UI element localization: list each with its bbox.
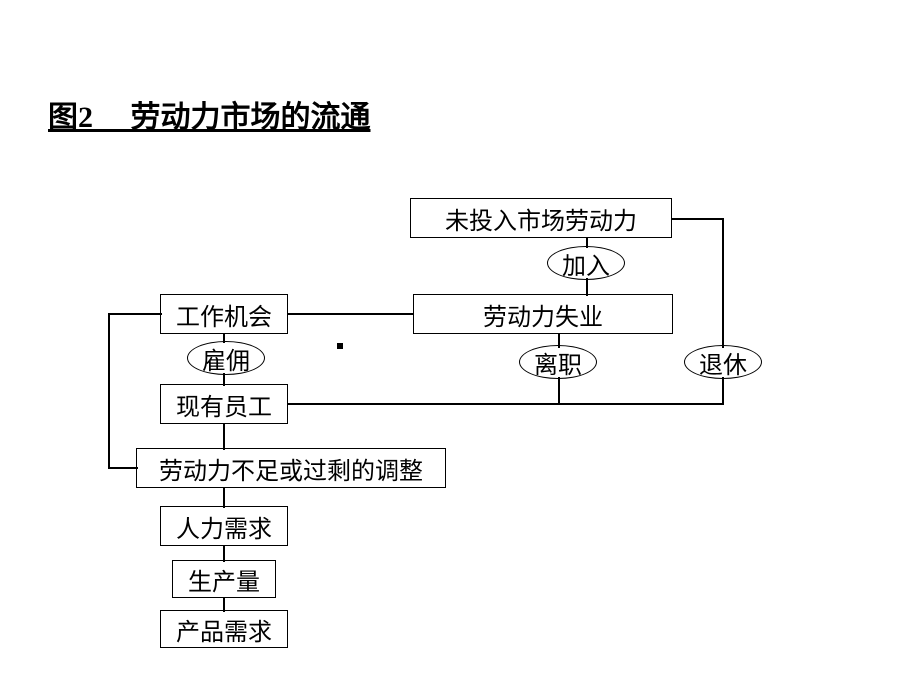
edge: [223, 334, 225, 343]
edge: [586, 278, 588, 296]
node-job_opportunity: 工作机会: [160, 294, 288, 334]
edge: [223, 546, 225, 562]
node-product_demand: 产品需求: [160, 610, 288, 648]
edge: [223, 373, 225, 386]
node-label-job_opportunity: 工作机会: [176, 297, 272, 332]
title-prefix: 图2: [48, 101, 93, 134]
node-join: 加入: [547, 246, 625, 280]
edge: [108, 313, 110, 468]
edge: [288, 403, 724, 405]
node-hire: 雇佣: [187, 341, 265, 375]
center-dot: [337, 343, 343, 349]
node-label-unemployed: 劳动力失业: [483, 297, 603, 332]
edge: [223, 598, 225, 612]
node-hr_demand: 人力需求: [160, 506, 288, 546]
node-adjustment: 劳动力不足或过剩的调整: [136, 448, 446, 488]
diagram-title: 图2 劳动力市场的流通: [48, 92, 371, 136]
node-label-join: 加入: [562, 246, 610, 281]
node-label-retire: 退休: [699, 345, 747, 380]
node-current_staff: 现有员工: [160, 384, 288, 424]
edge: [672, 218, 724, 220]
edge: [223, 488, 225, 508]
edge: [108, 467, 138, 469]
edge: [288, 313, 414, 315]
node-leave: 离职: [519, 345, 597, 379]
node-label-leave: 离职: [534, 345, 582, 380]
node-label-current_staff: 现有员工: [176, 387, 272, 422]
node-label-adjustment: 劳动力不足或过剩的调整: [159, 451, 423, 486]
node-label-production: 生产量: [188, 562, 260, 597]
node-production: 生产量: [172, 560, 276, 598]
edge: [108, 313, 162, 315]
edge: [722, 377, 724, 404]
edge: [223, 424, 225, 450]
node-label-product_demand: 产品需求: [176, 612, 272, 647]
edge: [558, 334, 560, 348]
edge: [722, 218, 724, 348]
node-label-hr_demand: 人力需求: [176, 509, 272, 544]
node-not_in_market: 未投入市场劳动力: [410, 198, 672, 238]
node-unemployed: 劳动力失业: [413, 294, 673, 334]
node-retire: 退休: [684, 345, 762, 379]
title-text: 劳动力市场的流通: [131, 101, 371, 134]
edge: [558, 377, 560, 404]
node-label-not_in_market: 未投入市场劳动力: [445, 201, 637, 236]
edge: [586, 238, 588, 248]
node-label-hire: 雇佣: [202, 341, 250, 376]
